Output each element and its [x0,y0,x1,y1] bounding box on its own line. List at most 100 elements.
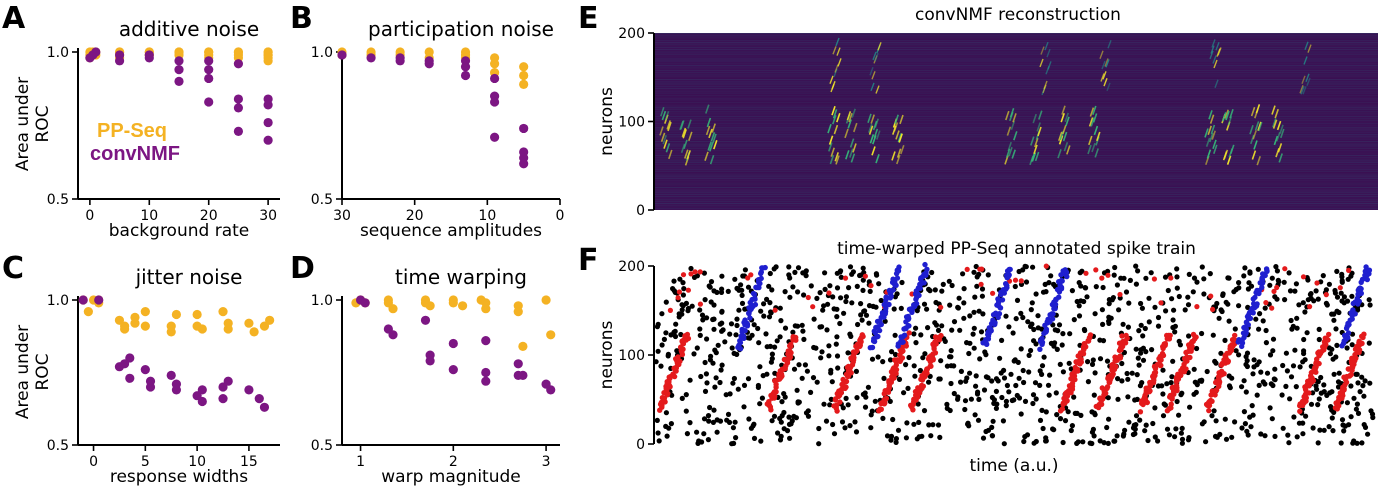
convnmf-point [263,117,273,128]
heatmap-band [654,153,1378,155]
heatmap-streak [1307,44,1312,53]
background-spike [1125,324,1131,330]
background-spike [1270,348,1276,354]
convnmf-point [519,123,529,134]
background-spike [853,429,860,435]
background-spike [1143,275,1149,281]
background-spike [921,408,928,414]
background-spike [821,401,827,407]
background-spike [1091,410,1097,416]
heatmap-band [654,185,1378,187]
background-spike [898,305,904,311]
background-spike [1339,274,1345,280]
background-spike [1072,410,1078,416]
background-spike [1067,331,1073,337]
background-spike [890,416,896,423]
background-spike [944,401,950,407]
ppseq-point [265,315,275,325]
seq2-spike [742,328,748,334]
seq1-spike [667,307,674,313]
background-spike [1229,434,1235,440]
background-spike [719,308,725,314]
seq1-spike [675,295,681,301]
background-spike [687,377,693,383]
background-spike [961,286,967,292]
seq1-spike [1348,371,1354,378]
seq2-spike [883,294,889,300]
seq1-spike [862,273,869,279]
x-tick-label: 0 [85,208,94,224]
seq1-spike [1012,277,1019,283]
ppseq-point [130,318,140,328]
heatmap-streak [705,125,711,136]
seq1-spike [932,338,938,345]
seq2-spike [740,333,747,339]
background-spike [826,353,832,359]
heatmap-streak [1254,121,1260,131]
heatmap-streak [1208,110,1213,120]
background-spike [891,306,897,312]
background-spike [989,433,995,439]
convnmf-point [140,365,150,375]
background-spike [1201,276,1207,282]
background-spike [932,320,938,326]
background-spike [1129,370,1135,376]
heatmap-streak [1213,144,1218,154]
y-tick-label: 0.5 [311,192,333,208]
seq2-spike [1359,276,1366,283]
heatmap-streak [1258,121,1263,132]
background-spike [913,340,919,346]
background-spike [803,410,810,416]
background-spike [1023,279,1030,285]
background-spike [678,331,684,338]
seq1-spike [899,348,905,355]
background-spike [863,312,870,318]
background-spike [1124,370,1130,377]
background-spike [1316,336,1322,343]
background-spike [1047,372,1053,378]
background-spike [1168,380,1174,386]
background-spike [760,373,766,379]
ppseq-point [519,70,529,81]
seq2-spike [992,320,998,326]
seq1-spike [1323,292,1329,298]
background-spike [728,321,735,327]
heatmap-band [654,54,1378,56]
heatmap-band [654,155,1378,157]
seq1-spike [1306,390,1312,396]
heatmap-streak [1280,128,1285,139]
background-spike [683,300,690,306]
heatmap-band [654,91,1378,93]
background-spike [1106,314,1112,320]
background-spike [861,308,867,314]
background-spike [892,332,898,338]
seq2-spike [758,270,764,277]
background-spike [1320,273,1326,279]
convnmf-point [481,336,491,346]
background-spike [1329,415,1335,421]
background-spike [1313,288,1319,294]
seq2-spike [917,281,923,287]
background-spike [968,396,975,402]
background-spike [828,396,834,402]
x-tick-label: 30 [259,208,277,224]
background-spike [1199,264,1205,270]
heatmap-streak [850,153,856,163]
seq1-spike [1117,353,1123,359]
background-spike [1054,412,1060,418]
heatmap-streak [686,150,691,160]
background-spike [1355,380,1361,386]
seq1-spike [1093,267,1099,273]
heatmap-band [654,206,1378,208]
heatmap-band [654,117,1378,119]
background-spike [1315,402,1321,408]
background-spike [711,326,717,332]
background-spike [1253,316,1259,322]
background-spike [769,356,775,362]
background-spike [901,390,907,396]
seq1-spike [1072,364,1079,371]
heatmap-streak [709,155,715,165]
background-spike [1182,307,1188,313]
heatmap-streak [711,123,716,133]
background-spike [1039,371,1045,377]
